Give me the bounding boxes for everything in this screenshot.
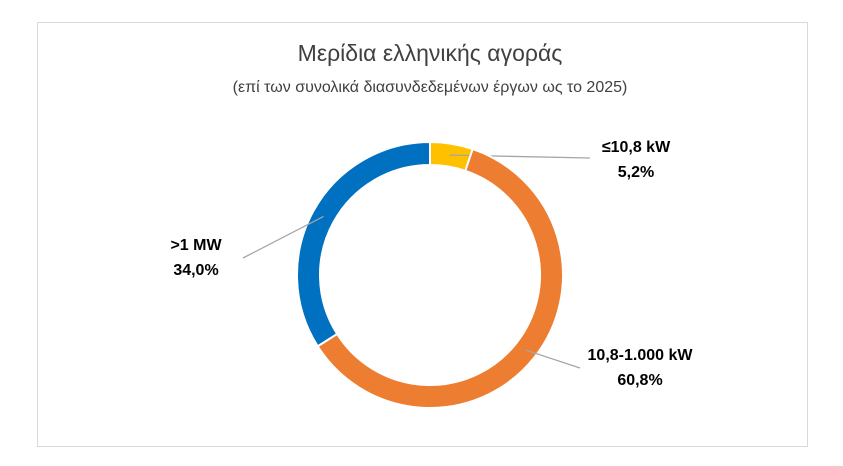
value-label: 34,0% [173,262,218,279]
category-label: 10,8-1.000 kW [588,347,694,364]
donut-slice [296,140,431,348]
value-label: 60,8% [617,372,662,389]
category-label: >1 MW [170,237,222,254]
chart-title: Μερίδια ελληνικής αγοράς [298,40,563,66]
chart-frame [37,22,808,447]
leader-line [242,215,324,259]
leader-line [525,349,581,369]
value-label: 5,2% [618,164,654,181]
chart-subtitle: (επί των συνολικά διασυνδεδεμένων έργων … [233,79,628,96]
category-label: ≤10,8 kW [602,139,671,156]
